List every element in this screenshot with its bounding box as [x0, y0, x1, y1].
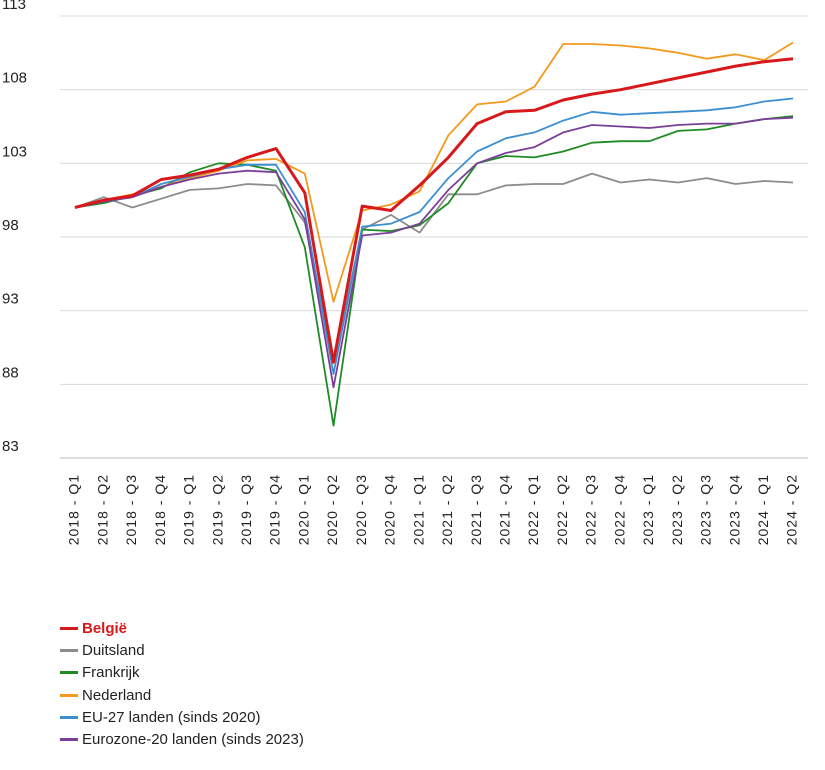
y-tick-label: 83: [2, 438, 19, 455]
y-axis-ticks: 83 88 93 98 103 108 113: [2, 0, 27, 455]
series-line-5: [74, 116, 794, 389]
x-tick-label: 2024 - Q1: [755, 474, 771, 545]
x-tick-label: 2018 - Q3: [123, 474, 139, 545]
x-tick-label: 2022 - Q1: [525, 474, 541, 545]
y-tick-label: 88: [2, 364, 19, 381]
y-tick-label: 103: [2, 143, 27, 160]
x-tick-label: 2023 - Q3: [698, 474, 714, 545]
x-tick-label: 2020 - Q3: [353, 474, 369, 545]
y-tick-label: 108: [2, 70, 27, 87]
legend-label: Nederland: [82, 686, 152, 704]
x-tick-label: 2019 - Q3: [238, 474, 254, 545]
legend-swatch: [60, 671, 78, 675]
legend-swatch: [60, 626, 78, 630]
x-tick-label: 2020 - Q1: [295, 474, 311, 545]
series-lines: [74, 41, 794, 427]
x-tick-label: 2019 - Q2: [209, 474, 225, 545]
legend-item: Eurozone-20 landen (sinds 2023): [60, 728, 304, 750]
x-tick-label: 2021 - Q4: [497, 474, 513, 545]
series-line-3: [74, 41, 794, 303]
legend-swatch: [60, 715, 78, 719]
legend-label: Eurozone-20 landen (sinds 2023): [82, 731, 304, 749]
x-tick-label: 2018 - Q2: [94, 474, 110, 545]
legend-swatch: [60, 738, 78, 742]
x-tick-label: 2022 - Q3: [583, 474, 599, 545]
gridlines: [60, 15, 808, 459]
legend-item: Duitsland: [60, 639, 304, 661]
x-axis-ticks: 2018 - Q1 2018 - Q2 2018 - Q3 2018 - Q4 2019…: [66, 474, 800, 545]
legend-label: Duitsland: [82, 641, 145, 659]
series-line-0: [74, 57, 794, 364]
x-tick-label: 2021 - Q1: [410, 474, 426, 545]
legend-swatch: [60, 648, 78, 652]
legend-item: België: [60, 617, 304, 639]
series-line-2: [74, 115, 794, 427]
legend-swatch: [60, 693, 78, 697]
y-tick-label: 93: [2, 291, 19, 308]
x-tick-label: 2021 - Q2: [439, 474, 455, 545]
x-tick-label: 2022 - Q2: [554, 474, 570, 545]
x-tick-label: 2023 - Q4: [726, 474, 742, 545]
legend: België Duitsland Frankrijk Nederland EU-27 l…: [60, 617, 304, 751]
legend-item: Nederland: [60, 684, 304, 706]
x-tick-label: 2020 - Q2: [324, 474, 340, 545]
y-tick-label: 113: [2, 0, 26, 13]
series-line-1: [74, 172, 794, 362]
y-tick-label: 98: [2, 217, 19, 234]
legend-item: EU-27 landen (sinds 2020): [60, 706, 304, 728]
series-line-4: [74, 97, 794, 375]
x-tick-label: 2019 - Q1: [181, 474, 197, 545]
x-tick-label: 2018 - Q1: [66, 474, 82, 545]
x-tick-label: 2023 - Q1: [640, 474, 656, 545]
legend-label: Frankrijk: [82, 664, 140, 682]
x-tick-label: 2018 - Q4: [152, 474, 168, 545]
legend-label: EU-27 landen (sinds 2020): [82, 708, 261, 726]
x-tick-label: 2021 - Q3: [468, 474, 484, 545]
x-tick-label: 2024 - Q2: [784, 474, 800, 545]
x-tick-label: 2020 - Q4: [382, 474, 398, 545]
x-tick-label: 2019 - Q4: [267, 474, 283, 545]
x-tick-label: 2022 - Q4: [611, 474, 627, 545]
legend-item: Frankrijk: [60, 662, 304, 684]
legend-label: België: [82, 619, 128, 637]
x-tick-label: 2023 - Q2: [669, 474, 685, 545]
